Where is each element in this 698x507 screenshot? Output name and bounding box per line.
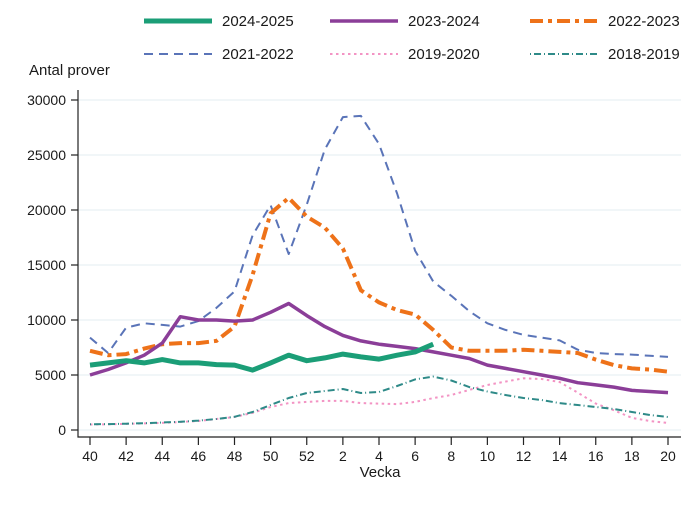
y-tick-label-20000: 20000 [27,202,66,218]
x-tick-label-16: 16 [588,448,604,464]
x-axis-title: Vecka [0,464,698,481]
y-tick-label-25000: 25000 [27,147,66,163]
legend-swatch-2019-2020 [330,53,398,55]
x-tick-label-2: 2 [339,448,347,464]
x-tick-label-20: 20 [660,448,676,464]
series-line-2021-2022 [89,114,669,358]
x-tick-label-10: 10 [480,448,496,464]
series-line-2022-2023 [89,195,669,374]
legend-item-2019-2020: 2019-2020 [329,43,529,65]
x-tick-label-12: 12 [516,448,532,464]
x-tick-label-52: 52 [299,448,315,464]
y-axis-title: Antal prover [29,62,110,79]
x-tick-label-44: 44 [154,448,170,464]
series-line-2024-2025 [89,341,435,373]
legend-item-2023-2024: 2023-2024 [329,10,529,32]
legend-item-2024-2025: 2024-2025 [143,10,329,32]
legend-swatch-2023-2024 [330,19,398,23]
x-tick-label-46: 46 [191,448,207,464]
x-tick-label-8: 8 [447,448,455,464]
legend-swatch-2024-2025 [144,18,212,24]
legend-item-2018-2019: 2018-2019 [529,43,680,65]
x-tick-label-14: 14 [552,448,568,464]
legend-swatch-2022-2023 [530,19,598,23]
x-tick-label-4: 4 [375,448,383,464]
legend-item-2022-2023: 2022-2023 [529,10,680,32]
axes [77,90,681,438]
x-tick-label-42: 42 [118,448,134,464]
chart-legend: 2024-2025 2023-2024 2022-2023 2021-2022 2019… [143,10,680,65]
legend-label-2023-2024: 2023-2024 [408,12,480,30]
y-tick-label-5000: 5000 [35,367,66,383]
legend-label-2018-2019: 2018-2019 [608,45,680,63]
x-tick-label-50: 50 [263,448,279,464]
x-tick-label-18: 18 [624,448,640,464]
y-tick-label-15000: 15000 [27,257,66,273]
legend-swatch-2018-2019 [530,53,598,55]
x-axis-title-text: Vecka [359,464,401,481]
legend-label-2021-2022: 2021-2022 [222,45,294,63]
legend-label-2022-2023: 2022-2023 [608,12,680,30]
y-tick-label-10000: 10000 [27,312,66,328]
x-tick-label-48: 48 [227,448,243,464]
y-tick-label-0: 0 [58,422,66,438]
series-line-2023-2024 [89,301,669,395]
legend-label-2019-2020: 2019-2020 [408,45,480,63]
legend-swatch-2021-2022 [144,53,212,55]
legend-item-2021-2022: 2021-2022 [143,43,329,65]
x-tick-label-6: 6 [411,448,419,464]
x-tick-label-40: 40 [82,448,98,464]
legend-label-2024-2025: 2024-2025 [222,12,294,30]
series-line-2019-2020 [89,377,669,426]
y-tick-label-30000: 30000 [27,92,66,108]
